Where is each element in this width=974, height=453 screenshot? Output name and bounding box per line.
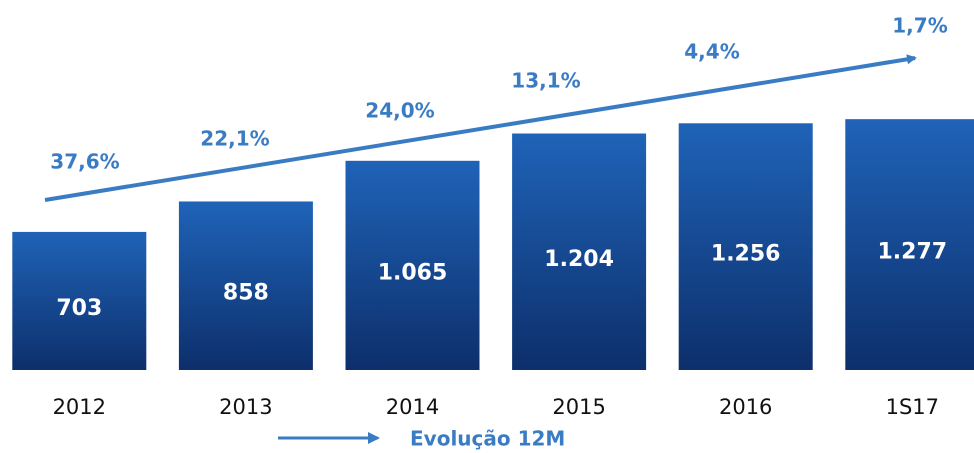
legend-label: Evolução 12M <box>410 427 565 451</box>
value-label: 1.204 <box>544 247 614 272</box>
growth-label: 37,6% <box>50 150 119 174</box>
value-label: 1.065 <box>378 260 448 285</box>
value-label: 1.256 <box>711 242 781 267</box>
bar <box>12 231 147 370</box>
growth-label: 24,0% <box>365 99 434 123</box>
x-tick-label: 2016 <box>719 395 772 419</box>
growth-label: 13,1% <box>511 69 580 93</box>
value-label: 858 <box>223 281 269 306</box>
growth-label: 22,1% <box>200 127 269 151</box>
x-tick-label: 2014 <box>386 395 439 419</box>
growth-label: 1,7% <box>892 14 947 38</box>
bar <box>512 133 647 370</box>
bar <box>845 119 974 371</box>
bar <box>345 160 480 370</box>
bar <box>678 123 813 371</box>
bar <box>178 201 313 370</box>
value-label: 1.277 <box>878 240 948 265</box>
x-tick-label: 2015 <box>552 395 605 419</box>
x-tick-label: 1S17 <box>886 395 939 419</box>
x-tick-label: 2012 <box>53 395 106 419</box>
trend-arrow <box>44 54 917 202</box>
growth-label: 4,4% <box>684 40 739 64</box>
x-tick-label: 2013 <box>219 395 272 419</box>
value-label: 703 <box>56 296 102 321</box>
